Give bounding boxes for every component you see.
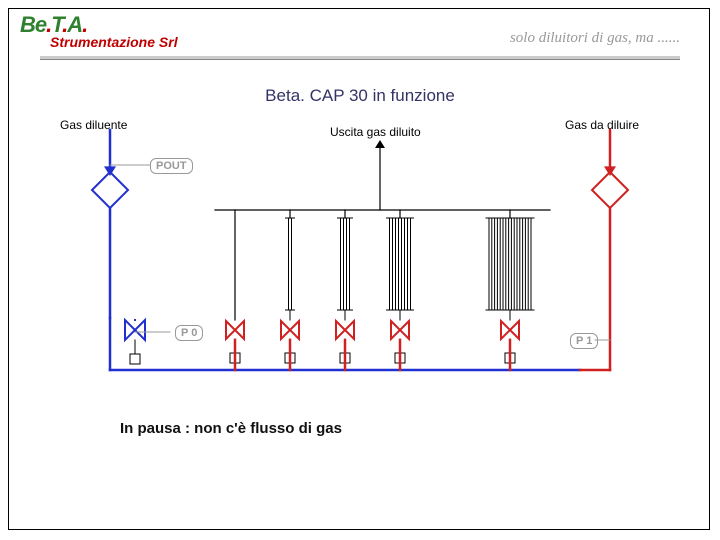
header-rule	[40, 56, 680, 60]
pill-p0: P 0	[175, 325, 203, 341]
pill-pout: POUT	[150, 158, 193, 174]
label-gas-diluente: Gas diluente	[60, 118, 127, 132]
pill-p1: P 1	[570, 333, 598, 349]
logo-tagline: solo diluitori di gas, ma ......	[510, 30, 680, 47]
label-gas-da-diluire: Gas da diluire	[565, 118, 639, 132]
page-title: Beta. CAP 30 in funzione	[0, 86, 720, 106]
footer-note: In pausa : non c'è flusso di gas	[120, 420, 342, 437]
label-uscita: Uscita gas diluito	[330, 125, 421, 139]
